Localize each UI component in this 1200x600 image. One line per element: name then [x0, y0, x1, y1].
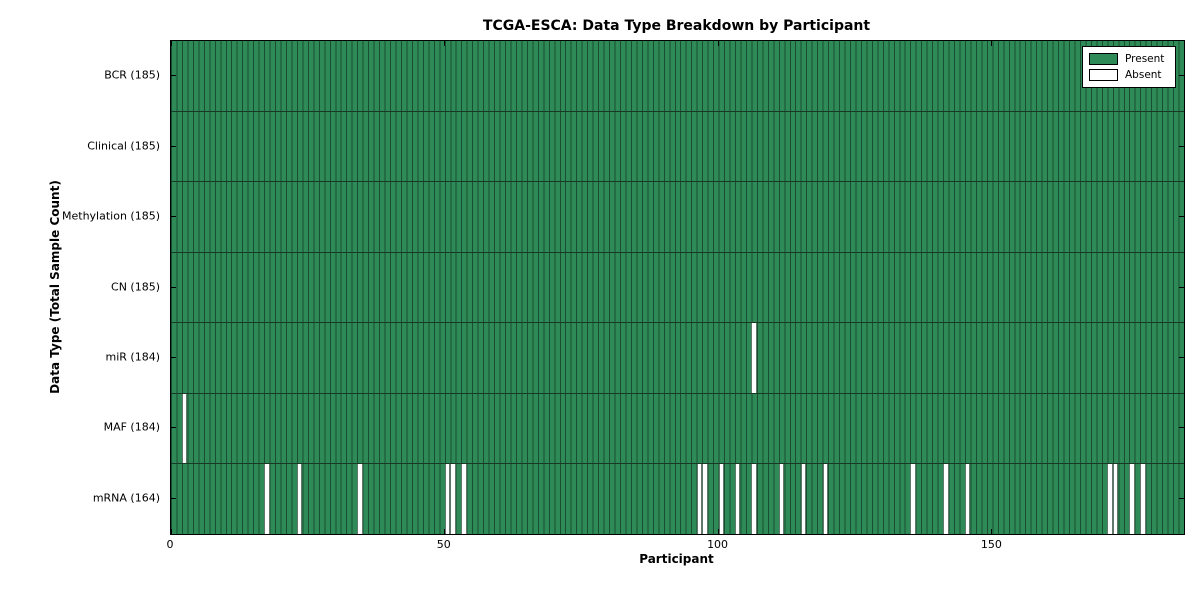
- legend: Present Absent: [1082, 46, 1176, 88]
- legend-label-absent: Absent: [1125, 69, 1162, 81]
- x-tick-mark: [991, 41, 993, 46]
- y-tick-mark: [171, 145, 176, 147]
- y-tick-label-mrna: mRNA (164): [92, 491, 160, 505]
- data-row-maf: [171, 393, 1184, 465]
- y-tick-mark: [171, 356, 176, 358]
- x-tick-mark: [717, 41, 719, 46]
- absent-cell: [264, 464, 270, 535]
- legend-item-absent: Absent: [1089, 67, 1169, 83]
- y-tick-mark: [1179, 216, 1184, 218]
- plot-area: [170, 40, 1185, 535]
- legend-swatch-present: [1089, 53, 1118, 65]
- y-tick-label-mir: miR (184): [105, 350, 161, 364]
- absent-cell: [718, 464, 725, 535]
- x-tick-mark: [717, 529, 719, 534]
- absent-cell: [1112, 464, 1119, 535]
- absent-cell: [696, 464, 703, 535]
- absent-cell: [450, 464, 456, 535]
- data-row-bcr: [171, 41, 1184, 112]
- y-axis-label: Data Type (Total Sample Count): [48, 180, 62, 394]
- legend-item-present: Present: [1089, 51, 1169, 67]
- y-tick-mark: [1179, 356, 1184, 358]
- y-tick-mark: [1179, 427, 1184, 429]
- y-tick-label-maf: MAF (184): [103, 420, 160, 434]
- x-tick-label-0: 0: [166, 538, 174, 551]
- y-tick-mark: [171, 75, 176, 77]
- absent-cell: [751, 464, 757, 535]
- absent-cell: [357, 464, 363, 535]
- absent-cell: [444, 464, 451, 535]
- absent-cell: [1129, 464, 1135, 535]
- y-tick-mark: [1179, 145, 1184, 147]
- y-tick-label-methylation: Methylation (185): [62, 209, 160, 223]
- y-tick-mark: [171, 286, 176, 288]
- data-row-clinical: [171, 111, 1184, 183]
- y-tick-mark: [1179, 497, 1184, 499]
- y-tick-mark: [171, 216, 176, 218]
- absent-cell: [943, 464, 949, 535]
- absent-cell: [1140, 464, 1146, 535]
- absent-cell: [702, 464, 708, 535]
- legend-label-present: Present: [1125, 53, 1165, 65]
- absent-cell: [296, 464, 303, 535]
- absent-cell: [822, 464, 829, 535]
- data-row-cn: [171, 252, 1184, 324]
- absent-cell: [734, 464, 741, 535]
- absent-cell: [1107, 464, 1113, 535]
- y-tick-mark: [171, 497, 176, 499]
- x-tick-label-100: 100: [707, 538, 729, 551]
- absent-cell: [181, 393, 188, 464]
- x-tick-label-50: 50: [436, 538, 451, 551]
- absent-cell: [751, 323, 757, 393]
- x-tick-mark: [991, 529, 993, 534]
- y-tick-label-bcr: BCR (185): [104, 68, 160, 82]
- x-axis-label: Participant: [639, 552, 714, 566]
- data-row-mrna: [171, 464, 1184, 535]
- y-tick-label-clinical: Clinical (185): [87, 139, 160, 153]
- legend-swatch-absent: [1089, 69, 1118, 81]
- absent-cell: [964, 464, 971, 535]
- data-row-methylation: [171, 182, 1184, 253]
- x-tick-mark: [443, 529, 445, 534]
- x-tick-mark: [171, 529, 172, 534]
- chart-title: TCGA-ESCA: Data Type Breakdown by Partic…: [482, 18, 871, 34]
- absent-cell: [800, 464, 807, 535]
- absent-cell: [461, 464, 467, 535]
- y-tick-label-cn: CN (185): [111, 280, 160, 293]
- x-tick-label-150: 150: [980, 538, 1002, 551]
- data-row-mir: [171, 323, 1184, 394]
- y-tick-mark: [171, 427, 176, 429]
- x-tick-mark: [171, 41, 172, 46]
- y-tick-mark: [1179, 286, 1184, 288]
- absent-cell: [778, 464, 785, 535]
- x-tick-mark: [443, 41, 445, 46]
- absent-cell: [910, 464, 916, 535]
- y-tick-mark: [1179, 75, 1184, 77]
